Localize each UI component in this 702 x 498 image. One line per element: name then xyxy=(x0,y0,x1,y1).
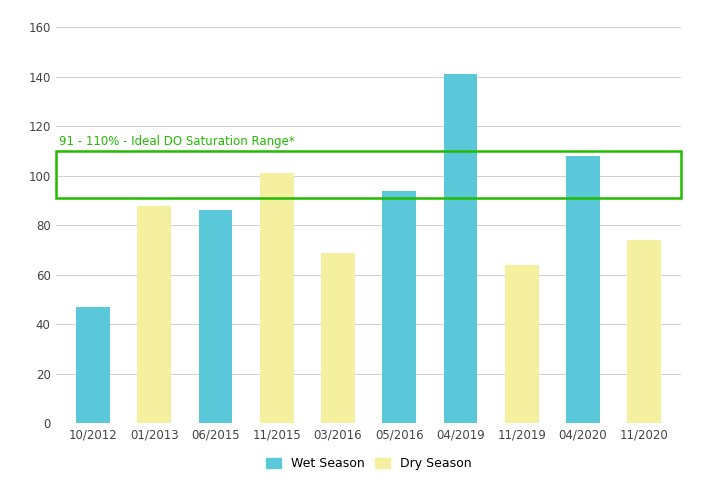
Bar xyxy=(628,240,661,423)
Bar xyxy=(505,265,538,423)
Legend: Wet Season, Dry Season: Wet Season, Dry Season xyxy=(262,454,475,474)
Bar xyxy=(383,191,416,423)
Bar xyxy=(56,151,681,198)
Bar xyxy=(138,206,171,423)
Text: 91 - 110% - Ideal DO Saturation Range*: 91 - 110% - Ideal DO Saturation Range* xyxy=(59,135,295,148)
Bar xyxy=(260,173,293,423)
Bar xyxy=(444,74,477,423)
Bar xyxy=(566,156,600,423)
Bar xyxy=(321,252,355,423)
Bar xyxy=(199,211,232,423)
Bar xyxy=(76,307,110,423)
